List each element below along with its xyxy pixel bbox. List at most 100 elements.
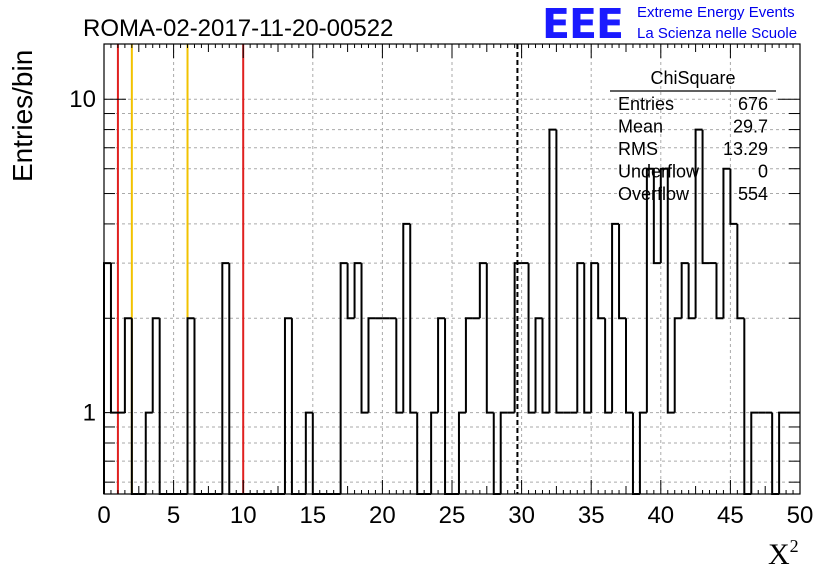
histogram-bin [402,222,411,413]
histogram-bin [659,167,668,264]
histogram-bin [743,318,752,495]
histogram-bin [193,318,202,495]
histogram-bin [555,129,564,414]
stats-rows: Entries 676 Mean 29.7 RMS 13.29 Underflow 0 Over… [618,94,768,204]
y-tick-label: 1 [83,400,96,427]
histogram-bin [395,318,404,414]
logo-line-1: Extreme Energy Events [637,4,795,21]
histogram-bin [109,263,118,414]
histogram-bin [513,262,522,413]
stats-title: ChiSquare [650,68,735,88]
x-tick-label: 20 [369,502,396,529]
eee-logo: EEE Extreme Energy Events La Scienza nel… [542,2,832,46]
chart-title: ROMA-02-2017-11-20-00522 [83,15,393,42]
histogram-bin [527,263,536,414]
histogram-bin [499,411,508,494]
x-axis-label-base: X [768,538,790,571]
histogram-bin [304,411,313,494]
x-tick-label: 25 [439,502,466,529]
histogram-bin [151,317,160,413]
stats-value: 0 [758,162,768,182]
histogram-bin [144,411,153,494]
x-tick-label: 15 [299,502,326,529]
x-tick-label: 50 [787,502,814,529]
histogram-bin [638,411,647,494]
histogram-bin [597,263,606,320]
histogram-bin [457,411,466,494]
histogram-bin [158,318,167,495]
x-tick-label: 45 [717,502,744,529]
stats-label: Entries [618,94,674,114]
axis-ticks [103,44,801,494]
stats-label: Overflow [618,184,690,204]
histogram-bin [430,411,439,494]
x-tick-label: 35 [578,502,605,529]
stats-label: Underflow [618,162,700,182]
histogram-bin [722,167,731,319]
x-tick-label: 10 [230,502,257,529]
histogram-bin [548,128,557,413]
histogram-bin [228,263,237,495]
x-tick-label: 5 [167,502,180,529]
histogram-bin [687,263,696,320]
stats-label: Mean [618,117,663,137]
histogram-bin [353,262,362,319]
histogram-bin [485,263,494,414]
y-tick-label: 10 [69,86,96,113]
histogram-bin [437,317,446,413]
histogram-bin [283,317,292,494]
stats-value: 676 [738,94,768,114]
histogram-bin [290,318,299,495]
histogram-bin [618,223,626,320]
histogram-bin [339,262,348,494]
x-axis-label: X2 [768,536,799,571]
histogram-bin [541,318,550,414]
histogram-bin [645,167,654,413]
histogram-bin [715,263,724,320]
x-tick-labels: 0 5 10 15 20 25 30 35 40 45 50 [97,502,813,529]
y-axis-label: Entries/bin [7,50,38,182]
grid-lines [104,44,800,494]
histogram-bin [652,168,661,265]
stats-label: RMS [618,139,658,159]
histogram-bin [534,317,543,413]
stats-box: ChiSquare Entries 676 Mean 29.7 RMS 13.29 Unde… [610,68,776,204]
stats-value: 13.29 [723,139,768,159]
histogram-bin [673,317,682,413]
y-tick-labels: 1 10 [69,86,96,426]
histogram-bin [346,263,355,320]
histogram-bin [611,222,620,413]
histogram-bin [680,262,689,319]
histogram-bin [103,262,111,494]
histogram-bin [736,223,745,320]
histogram-bin [409,223,418,414]
x-tick-label: 30 [508,502,535,529]
histogram-bin [666,168,675,414]
logo-mark: EEE [542,0,624,48]
histogram-bin [360,263,369,414]
histogram-bin [367,317,376,413]
histogram-bin [130,318,139,495]
histogram-bin [464,317,473,413]
histogram-bin [729,168,738,225]
histogram-bin [478,262,487,319]
histogram-bin [583,263,592,414]
histogram-bin [444,318,452,495]
histogram-bin [590,262,599,413]
logo-line-2: La Scienza nelle Scuole [637,25,798,42]
histogram-bin [186,317,195,494]
histogram-bin [625,318,633,414]
histogram-bin [750,411,759,494]
stats-value: 29.7 [733,117,768,137]
stats-value: 554 [738,184,768,204]
histogram-bin [576,262,585,413]
x-axis-label-superscript: 2 [790,536,799,556]
histogram-bin [604,318,613,414]
histogram-bin [701,129,710,265]
x-tick-label: 40 [647,502,674,529]
x-tick-label: 0 [97,502,110,529]
histogram-bin [694,128,703,319]
histogram-bin [123,317,132,413]
histogram-bin [221,262,230,494]
